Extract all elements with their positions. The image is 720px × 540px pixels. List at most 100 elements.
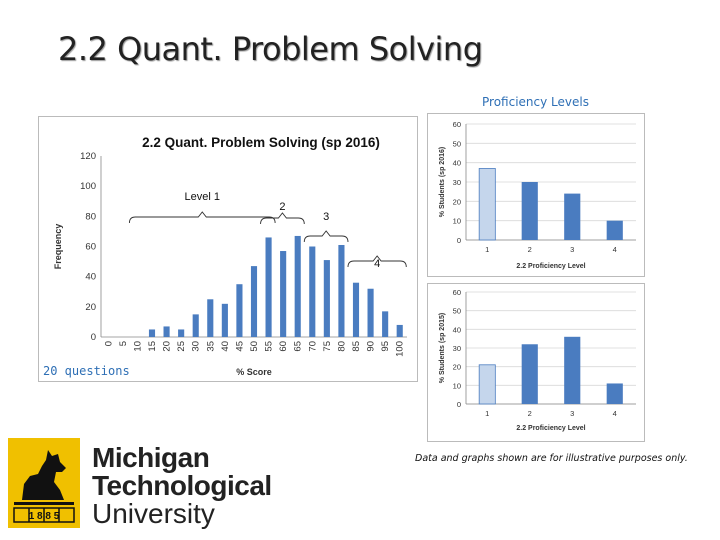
- y-tick-label: 30: [453, 178, 461, 187]
- bar: [294, 235, 301, 337]
- husky-logo: 1 8 8 5: [8, 438, 80, 528]
- bar: [521, 182, 538, 240]
- y-tick-label: 40: [85, 272, 96, 283]
- annotation-brace: [347, 255, 407, 268]
- y-tick-label: 20: [85, 302, 96, 313]
- x-tick-label: 90: [366, 341, 377, 352]
- histogram-panel: 0 20 40 60 80 100 120 0 5 10 15 20 25 30 35 40 45 50 55 60 6…: [38, 116, 418, 382]
- university-wordmark: Michigan Technological University: [92, 444, 272, 528]
- x-tick-label: 3: [570, 245, 574, 254]
- bar: [606, 220, 623, 240]
- chart-title: 2.2 Quant. Problem Solving (sp 2016): [142, 135, 380, 150]
- y-tick-label: 60: [453, 120, 461, 129]
- x-tick-label: 100: [395, 341, 406, 357]
- proficiency-levels-label: Proficiency Levels: [482, 95, 589, 109]
- x-tick-label: 80: [336, 341, 347, 352]
- x-tick-label: 55: [264, 341, 275, 352]
- bar: [280, 251, 287, 337]
- y-tick-label: 40: [453, 159, 461, 168]
- x-tick-label: 25: [176, 341, 187, 352]
- annotation-label: Level 1: [185, 191, 220, 203]
- bar: [323, 260, 330, 337]
- annotation-label: 3: [323, 211, 329, 223]
- bar: [564, 336, 581, 404]
- x-tick-label: 2: [528, 245, 532, 254]
- y-axis-label: % Students (sp 2016): [439, 147, 446, 217]
- bar: [478, 364, 496, 405]
- x-tick-label: 70: [307, 341, 318, 352]
- bar: [309, 246, 316, 337]
- slide-title: 2.2 Quant. Problem Solving: [58, 30, 483, 68]
- proficiency-2016-chart: 0 10 20 30 40 50 60 1 2 3 4 % Students (sp 2016) 2.2…: [439, 120, 636, 270]
- x-tick-label: 85: [351, 341, 362, 352]
- x-tick-label: 5: [118, 341, 129, 346]
- bar: [178, 329, 185, 337]
- y-tick-label: 40: [453, 325, 461, 334]
- x-tick-label: 45: [234, 341, 245, 352]
- logo-line-2: Technological: [92, 470, 272, 501]
- y-axis-label: % Students (sp 2015): [439, 313, 446, 383]
- y-tick-label: 0: [457, 400, 461, 409]
- bar: [338, 244, 345, 337]
- annotation-label: 4: [374, 258, 380, 270]
- logo-line-3: University: [92, 498, 215, 529]
- y-tick-label: 60: [85, 242, 96, 253]
- proficiency-2015-chart: 0 10 20 30 40 50 60 1 2 3 4 % Students (sp 2015) 2.2…: [439, 288, 636, 432]
- annotation-brace: [260, 212, 305, 225]
- bar: [352, 282, 360, 337]
- x-axis-label: 2.2 Proficiency Level: [516, 263, 585, 270]
- proficiency-2016-panel: 0 10 20 30 40 50 60 1 2 3 4 % Students (sp 2016) 2.2…: [427, 113, 645, 277]
- logo-line-1: Michigan: [92, 442, 210, 473]
- y-tick-label: 10: [453, 217, 461, 226]
- y-tick-label: 20: [453, 363, 461, 372]
- y-tick-label: 0: [457, 236, 461, 245]
- bar: [148, 329, 156, 337]
- y-tick-label: 80: [85, 211, 96, 222]
- x-tick-label: 4: [613, 409, 617, 418]
- bar: [396, 324, 403, 337]
- x-tick-label: 4: [613, 245, 617, 254]
- x-tick-label: 65: [293, 341, 304, 352]
- x-tick-label: 35: [205, 341, 216, 352]
- bar: [207, 299, 214, 337]
- y-tick-label: 0: [91, 332, 96, 343]
- x-tick-label: 75: [322, 341, 333, 352]
- y-tick-label: 120: [80, 151, 96, 162]
- y-tick-label: 50: [453, 307, 461, 316]
- x-tick-label: 1: [485, 245, 489, 254]
- bar: [478, 168, 496, 241]
- bar: [265, 237, 272, 337]
- annotation-label: 2: [279, 201, 285, 213]
- x-axis-label: 2.2 Proficiency Level: [516, 425, 585, 432]
- y-tick-label: 20: [453, 197, 461, 206]
- y-tick-label: 50: [453, 139, 461, 148]
- y-axis-label: Frequency: [53, 224, 63, 270]
- x-tick-label: 10: [132, 341, 143, 352]
- x-tick-label: 95: [380, 341, 391, 352]
- bar: [250, 266, 258, 337]
- annotation-brace: [128, 211, 276, 224]
- bar: [606, 383, 623, 404]
- annotation-brace: [303, 230, 349, 243]
- x-tick-label: 3: [570, 409, 574, 418]
- bar: [521, 344, 538, 404]
- questions-label: 20 questions: [43, 364, 130, 378]
- bar: [163, 326, 170, 337]
- y-tick-label: 10: [453, 381, 461, 390]
- x-tick-label: 40: [220, 341, 231, 352]
- y-tick-label: 100: [80, 181, 96, 192]
- y-tick-label: 60: [453, 288, 461, 297]
- logo-year: 1 8 8 5: [29, 511, 60, 522]
- y-tick-label: 30: [453, 344, 461, 353]
- bar: [564, 193, 581, 240]
- x-tick-label: 50: [249, 341, 260, 352]
- x-tick-label: 0: [103, 341, 114, 346]
- x-tick-label: 15: [147, 341, 158, 352]
- bar: [367, 288, 374, 337]
- x-tick-label: 60: [278, 341, 289, 352]
- bar: [236, 284, 243, 337]
- bar: [221, 303, 228, 337]
- proficiency-2015-panel: 0 10 20 30 40 50 60 1 2 3 4 % Students (sp 2015) 2.2…: [427, 283, 645, 442]
- x-tick-label: 30: [191, 341, 202, 352]
